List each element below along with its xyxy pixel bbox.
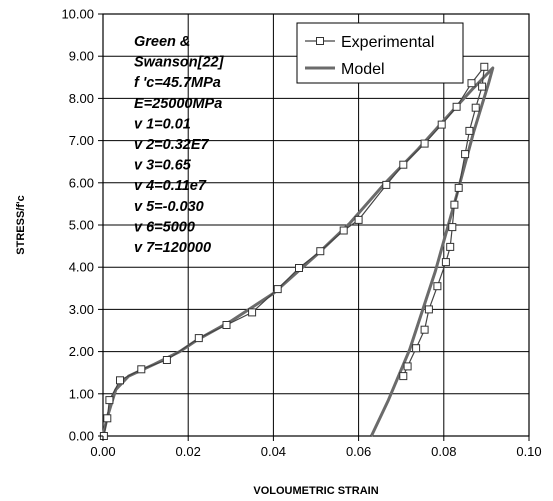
- annotation-line: v 5=-0.030: [134, 199, 204, 215]
- experimental-point-marker: [316, 247, 325, 256]
- x-axis-title: VOLOUMETRIC STRAIN: [253, 485, 378, 497]
- experimental-point-marker: [450, 200, 459, 209]
- annotation-line: Swanson[22]: [134, 55, 225, 71]
- parameter-annotation: Green & Swanson[22] f 'c=45.7MPa E=25000MPa…: [134, 34, 225, 256]
- experimental-point-marker: [412, 344, 421, 353]
- y-tick-label: 5.00: [69, 218, 94, 233]
- experimental-point-marker: [480, 62, 489, 71]
- experimental-point-marker: [194, 334, 203, 343]
- x-tick-label: 0.08: [431, 444, 456, 459]
- experimental-point-marker: [248, 308, 257, 317]
- annotation-line: v 4=0.11e7: [134, 178, 207, 194]
- y-tick-label: 3.00: [69, 302, 94, 317]
- experimental-point-marker: [461, 150, 470, 159]
- experimental-point-marker: [105, 396, 114, 405]
- experimental-point-marker: [420, 325, 429, 334]
- tick-labels: 0.00 1.00 2.00 3.00 4.00 5.00 6.00 7.00 8.00 9.00…: [61, 7, 541, 460]
- experimental-point-marker: [116, 376, 124, 385]
- annotation-line: Green &: [134, 34, 190, 50]
- annotation-line: v 7=120000: [134, 240, 211, 256]
- experimental-point-marker: [222, 321, 231, 329]
- experimental-point-marker: [424, 305, 433, 314]
- experimental-point-marker: [446, 242, 455, 251]
- experimental-point-marker: [454, 183, 463, 192]
- experimental-point-marker: [478, 82, 487, 91]
- experimental-point-marker: [162, 356, 171, 364]
- y-tick-label: 2.00: [69, 344, 94, 359]
- experimental-point-marker: [448, 223, 457, 232]
- x-tick-label: 0.00: [90, 444, 115, 459]
- experimental-point-marker: [295, 264, 303, 272]
- y-tick-label: 4.00: [69, 260, 94, 275]
- y-tick-label: 8.00: [69, 91, 94, 106]
- experimental-point-marker: [403, 362, 412, 371]
- experimental-point-marker: [420, 139, 429, 148]
- experimental-point-marker: [441, 258, 450, 267]
- legend-box: [296, 22, 464, 84]
- annotation-line: v 1=0.01: [134, 116, 191, 132]
- experimental-point-marker: [471, 103, 480, 112]
- experimental-point-marker: [354, 215, 363, 224]
- y-tick-label: 10.00: [61, 7, 94, 22]
- x-tick-label: 0.06: [346, 444, 371, 459]
- x-tick-label: 0.04: [261, 444, 286, 459]
- experimental-point-marker: [465, 126, 474, 135]
- legend-experimental-label: Experimental: [341, 34, 434, 51]
- experimental-point-marker: [437, 120, 446, 129]
- annotation-line: v 6=5000: [134, 219, 195, 235]
- annotation-line: E=25000MPa: [134, 96, 222, 112]
- y-tick-label: 1.00: [69, 386, 94, 401]
- y-tick-label: 0.00: [69, 429, 94, 444]
- series-experimental-line: [103, 64, 486, 437]
- experimental-point-marker: [433, 282, 442, 291]
- annotation-line: f 'c=45.7MPa: [134, 75, 221, 91]
- legend-experimental-marker: [316, 37, 324, 45]
- legend: Experimental Model: [296, 22, 464, 84]
- experimental-point-marker: [103, 414, 112, 423]
- experimental-point-marker: [399, 160, 408, 169]
- y-tick-label: 7.00: [69, 133, 94, 148]
- experimental-point-marker: [137, 365, 146, 374]
- x-tick-label: 0.02: [176, 444, 201, 459]
- legend-model-label: Model: [341, 61, 385, 78]
- y-tick-label: 6.00: [69, 175, 94, 190]
- experimental-point-marker: [467, 79, 476, 88]
- experimental-point-marker: [452, 102, 461, 111]
- experimental-point-marker: [273, 285, 282, 294]
- experimental-point-marker: [399, 372, 408, 381]
- experimental-point-marker: [339, 226, 348, 235]
- series-layer: [99, 62, 495, 440]
- x-tick-label: 0.10: [516, 444, 541, 459]
- annotation-line: v 3=0.65: [134, 158, 192, 174]
- annotation-line: v 2=0.32E7: [134, 137, 210, 153]
- y-axis-title: STRESS/f'c: [15, 195, 27, 254]
- experimental-point-marker: [382, 180, 391, 189]
- y-tick-label: 9.00: [69, 49, 94, 64]
